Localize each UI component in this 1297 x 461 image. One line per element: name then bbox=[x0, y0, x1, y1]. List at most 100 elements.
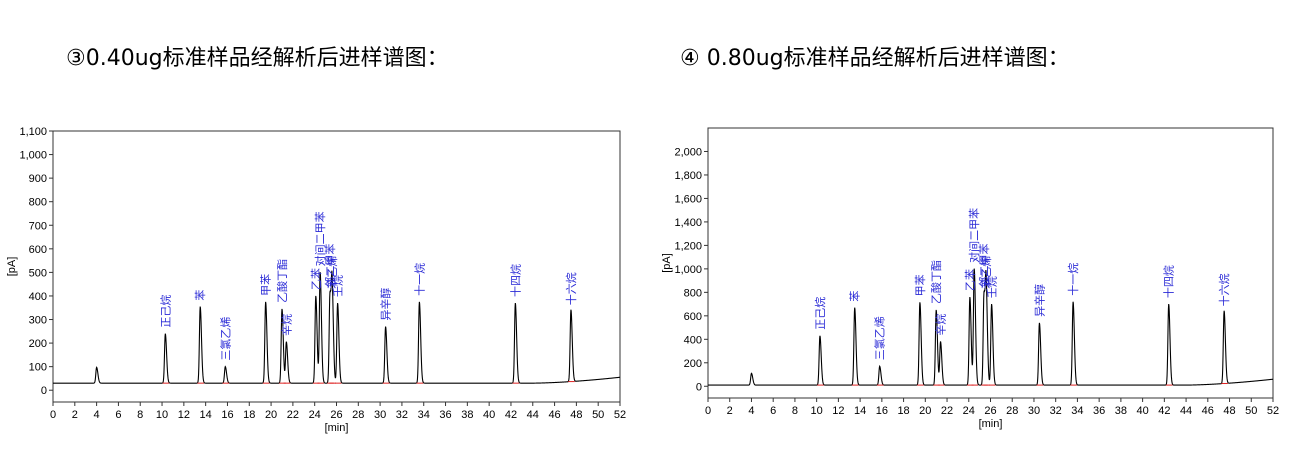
peak-label: 乙酸丁酯 bbox=[929, 260, 943, 304]
x-tick-label: 12 bbox=[832, 405, 844, 417]
x-tick-label: 24 bbox=[963, 405, 975, 417]
x-tick-label: 8 bbox=[137, 409, 143, 421]
x-tick-label: 38 bbox=[461, 409, 473, 421]
x-tick-label: 44 bbox=[1180, 405, 1192, 417]
peak-label: 乙酸丁酯 bbox=[275, 259, 289, 303]
x-tick-label: 22 bbox=[287, 409, 299, 421]
x-tick-label: 36 bbox=[439, 409, 451, 421]
x-tick-label: 38 bbox=[1115, 405, 1127, 417]
x-tick-label: 10 bbox=[156, 409, 168, 421]
x-tick-label: 30 bbox=[1028, 405, 1040, 417]
x-tick-label: 50 bbox=[1245, 405, 1257, 417]
chart-2: 0 2 4 6 8 10 12 14 16 18 20 22 24 26 28 30 32 34 36 38 40 42 4… bbox=[661, 127, 1279, 430]
x-tick-label: 22 bbox=[941, 405, 953, 417]
x-tick-label: 30 bbox=[374, 409, 386, 421]
y-tick-label: 400 bbox=[684, 334, 702, 346]
y-tick-label: 200 bbox=[29, 338, 47, 350]
peak-label: 壬烷 bbox=[985, 276, 999, 298]
x-tick-label: 46 bbox=[548, 409, 560, 421]
x-tick-label: 34 bbox=[418, 409, 430, 421]
x-tick-label: 2 bbox=[727, 405, 733, 417]
peak-label: 苯乙烯 bbox=[325, 256, 339, 289]
x-tick-label: 16 bbox=[876, 405, 888, 417]
x-tick-label: 2 bbox=[72, 409, 78, 421]
x-tick-label: 40 bbox=[483, 409, 495, 421]
peak-label: 苯 bbox=[848, 291, 862, 302]
x-tick-label: 0 bbox=[50, 409, 56, 421]
y-tick-label: 1,000 bbox=[19, 150, 47, 162]
chart-caption-2: ④ 0.80ug标准样品经解析后进样谱图： bbox=[680, 46, 1070, 71]
y-tick-label: 2,000 bbox=[674, 146, 702, 158]
y-tick-label: 600 bbox=[684, 311, 702, 323]
peak-label: 十一烷 bbox=[1066, 263, 1080, 296]
peak-label: 乙苯 bbox=[963, 269, 977, 291]
y-tick-label: 1,100 bbox=[19, 126, 47, 138]
x-tick-label: 32 bbox=[1050, 405, 1062, 417]
x-axis-label: [min] bbox=[979, 418, 1003, 430]
y-tick-label: 800 bbox=[684, 287, 702, 299]
y-tick-label: 1,200 bbox=[674, 240, 702, 252]
y-axis-label: [pA] bbox=[661, 253, 673, 273]
peak-label: 辛烷 bbox=[279, 314, 293, 336]
peak-label: 乙苯 bbox=[309, 268, 323, 290]
y-tick-label: 0 bbox=[41, 385, 47, 397]
y-tick-label: 200 bbox=[684, 358, 702, 370]
x-tick-label: 10 bbox=[811, 405, 823, 417]
x-tick-label: 6 bbox=[115, 409, 121, 421]
peak-label: 正己烷 bbox=[158, 295, 172, 328]
y-tick-label: 700 bbox=[29, 220, 47, 232]
peak-label: 对间二甲苯 bbox=[313, 211, 327, 266]
peak-label: 甲苯 bbox=[259, 274, 273, 296]
x-tick-label: 28 bbox=[1006, 405, 1018, 417]
peak-label: 十六烷 bbox=[564, 272, 578, 305]
y-tick-label: 300 bbox=[29, 315, 47, 327]
x-tick-label: 42 bbox=[1158, 405, 1170, 417]
y-tick-label: 800 bbox=[29, 197, 47, 209]
x-tick-label: 18 bbox=[897, 405, 909, 417]
x-tick-label: 32 bbox=[396, 409, 408, 421]
x-tick-label: 6 bbox=[770, 405, 776, 417]
peak-label: 辛烷 bbox=[934, 314, 948, 336]
peak-label: 苯乙烯 bbox=[979, 256, 993, 289]
peak-label: 异辛醇 bbox=[1032, 284, 1046, 317]
y-tick-label: 0 bbox=[696, 381, 702, 393]
x-tick-label: 4 bbox=[94, 409, 100, 421]
x-tick-label: 14 bbox=[854, 405, 866, 417]
x-tick-label: 26 bbox=[984, 405, 996, 417]
peak-label: 十一烷 bbox=[412, 263, 426, 296]
x-tick-label: 20 bbox=[919, 405, 931, 417]
x-tick-label: 24 bbox=[309, 409, 321, 421]
peak-label: 十四烷 bbox=[1162, 265, 1176, 298]
x-tick-label: 18 bbox=[243, 409, 255, 421]
x-tick-label: 20 bbox=[265, 409, 277, 421]
y-tick-label: 1,600 bbox=[674, 193, 702, 205]
y-tick-label: 600 bbox=[29, 244, 47, 256]
y-tick-label: 1,400 bbox=[674, 217, 702, 229]
chromatogram-trace bbox=[53, 270, 621, 384]
peak-label: 十六烷 bbox=[1217, 273, 1231, 306]
y-tick-label: 900 bbox=[29, 173, 47, 185]
x-axis-label: [min] bbox=[325, 422, 349, 434]
peak-label: 三氯乙烯 bbox=[218, 317, 232, 361]
x-tick-label: 50 bbox=[592, 409, 604, 421]
y-tick-label: 500 bbox=[29, 267, 47, 279]
chart-1: 0 2 4 6 8 10 12 14 16 18 20 22 24 26 28 30 32 34 36 38 40 42 4… bbox=[6, 126, 626, 434]
peak-label: 苯 bbox=[193, 290, 207, 301]
y-tick-label: 100 bbox=[29, 362, 47, 374]
x-tick-label: 16 bbox=[221, 409, 233, 421]
peak-label: 邻二甲苯 bbox=[977, 244, 991, 288]
x-tick-label: 12 bbox=[178, 409, 190, 421]
x-tick-label: 34 bbox=[1071, 405, 1083, 417]
peak-label: 十四烷 bbox=[508, 264, 522, 297]
x-tick-label: 52 bbox=[1267, 405, 1279, 417]
x-tick-label: 26 bbox=[330, 409, 342, 421]
chromatogram-trace bbox=[708, 268, 1274, 386]
x-tick-label: 36 bbox=[1093, 405, 1105, 417]
x-tick-label: 28 bbox=[352, 409, 364, 421]
x-tick-label: 48 bbox=[1223, 405, 1235, 417]
y-tick-label: 1,800 bbox=[674, 170, 702, 182]
x-tick-label: 52 bbox=[614, 409, 626, 421]
y-tick-label: 1,000 bbox=[674, 264, 702, 276]
x-tick-label: 14 bbox=[200, 409, 212, 421]
